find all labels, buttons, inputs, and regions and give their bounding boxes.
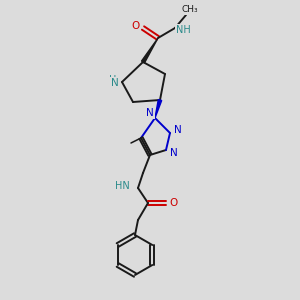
Text: NH: NH: [176, 25, 191, 35]
Polygon shape: [142, 38, 158, 63]
Text: H: H: [109, 75, 117, 85]
Text: HN: HN: [115, 181, 130, 191]
Text: CH₃: CH₃: [182, 5, 198, 14]
Text: N: N: [170, 148, 178, 158]
Text: N: N: [111, 78, 119, 88]
Text: N: N: [174, 125, 182, 135]
Text: N: N: [146, 108, 154, 118]
Polygon shape: [155, 100, 162, 118]
Text: O: O: [132, 21, 140, 31]
Text: O: O: [169, 198, 177, 208]
